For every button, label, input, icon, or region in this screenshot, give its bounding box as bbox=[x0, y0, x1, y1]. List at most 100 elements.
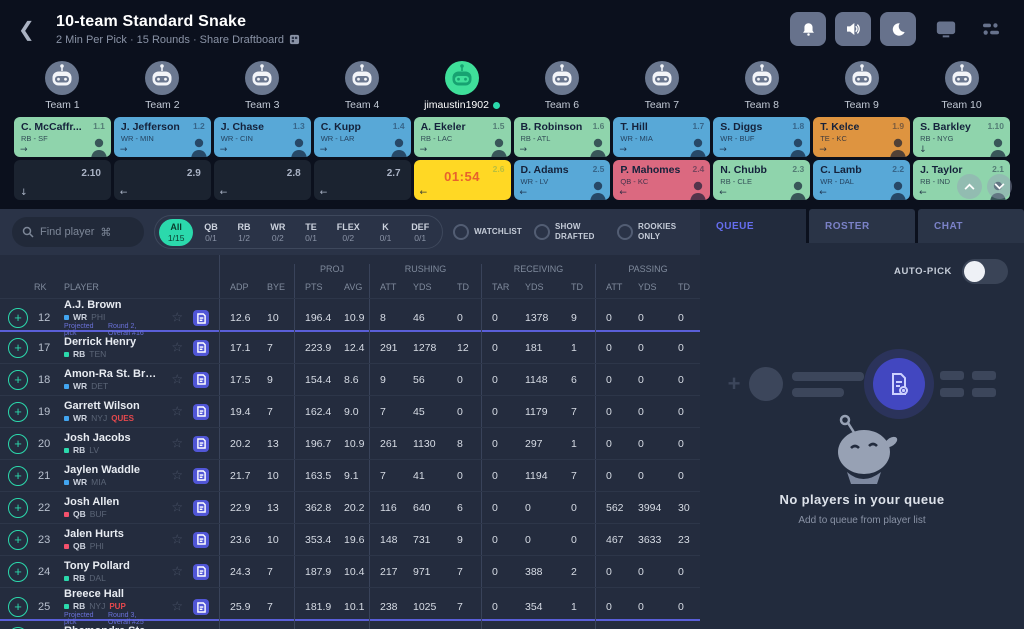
scroll-up-button[interactable] bbox=[957, 174, 982, 199]
draft-pick-card-1.5[interactable]: A. Ekeler RB - LAC 1.5 → bbox=[413, 117, 511, 157]
filter-pill-k[interactable]: K 0/1 bbox=[379, 221, 392, 243]
autopick-toggle[interactable] bbox=[962, 259, 1008, 284]
player-row-22[interactable]: +22 Josh Allen QB BUF ☆ 22.9 13 362.8 20.2 11… bbox=[0, 492, 700, 524]
draft-pick-card-1.8[interactable]: S. Diggs WR - BUF 1.8 → bbox=[713, 117, 811, 157]
player-news-icon[interactable] bbox=[193, 403, 209, 420]
team-avatar-6[interactable]: Team 6 bbox=[514, 60, 611, 111]
back-button[interactable]: ❮ bbox=[18, 17, 35, 41]
toggle-watchlist[interactable]: WATCHLIST bbox=[453, 222, 522, 242]
robot-avatar-icon bbox=[744, 61, 779, 95]
add-to-queue-button[interactable]: + bbox=[8, 497, 28, 518]
player-news-icon[interactable] bbox=[193, 339, 209, 356]
team-avatar-4[interactable]: Team 4 bbox=[314, 60, 411, 111]
add-to-queue-button[interactable]: + bbox=[8, 597, 28, 617]
watchlist-star-icon[interactable]: ☆ bbox=[171, 310, 183, 326]
watchlist-star-icon[interactable]: ☆ bbox=[171, 500, 183, 515]
share-draftboard-icon[interactable] bbox=[289, 34, 300, 45]
stat-value: 181 bbox=[525, 341, 543, 354]
add-to-queue-button[interactable]: + bbox=[8, 369, 28, 390]
team-avatar-7[interactable]: Team 7 bbox=[613, 60, 710, 111]
player-position: RB bbox=[73, 573, 86, 583]
search-placeholder: Find player bbox=[40, 226, 95, 238]
draft-pick-card-2.5[interactable]: D. Adams WR - LV 2.5 ← bbox=[513, 160, 611, 200]
tab-chat[interactable]: CHAT bbox=[918, 209, 1024, 243]
watchlist-star-icon[interactable]: ☆ bbox=[171, 372, 183, 387]
add-to-queue-button[interactable]: + bbox=[8, 433, 28, 454]
watchlist-star-icon[interactable]: ☆ bbox=[171, 468, 183, 483]
player-row-19[interactable]: +19 Garrett Wilson WR NYJ QUES ☆ 19.4 7 162… bbox=[0, 396, 700, 428]
team-avatar-10[interactable]: Team 10 bbox=[913, 60, 1010, 111]
tab-queue[interactable]: QUEUE bbox=[700, 209, 806, 243]
board-view-settings-button[interactable] bbox=[976, 14, 1006, 44]
watchlist-star-icon[interactable]: ☆ bbox=[171, 564, 183, 579]
add-to-queue-button[interactable]: + bbox=[8, 401, 28, 422]
stat-value: 17.1 bbox=[219, 332, 257, 363]
player-news-icon[interactable] bbox=[193, 531, 209, 548]
team-avatar-3[interactable]: Team 3 bbox=[214, 60, 311, 111]
draft-pick-card-1.7[interactable]: T. Hill WR - MIA 1.7 → bbox=[613, 117, 711, 157]
notifications-button[interactable] bbox=[790, 12, 826, 46]
player-news-icon[interactable] bbox=[193, 435, 209, 452]
filter-pill-def[interactable]: DEF 0/1 bbox=[411, 221, 430, 243]
search-input[interactable]: Find player ⌘ bbox=[12, 217, 144, 247]
player-news-icon[interactable] bbox=[193, 467, 209, 484]
player-news-icon[interactable] bbox=[193, 599, 209, 615]
team-avatar-9[interactable]: Team 9 bbox=[813, 60, 910, 111]
stat-value: 0 bbox=[595, 396, 628, 427]
draft-pick-card-2.3[interactable]: N. Chubb RB - CLE 2.3 ← bbox=[713, 160, 811, 200]
watchlist-star-icon[interactable]: ☆ bbox=[171, 340, 183, 355]
sound-button[interactable] bbox=[835, 12, 871, 46]
player-row-18[interactable]: +18 Amon-Ra St. Brown WR DET ☆ 17.5 9 154.4… bbox=[0, 364, 700, 396]
dark-mode-button[interactable] bbox=[880, 12, 916, 46]
player-row-25[interactable]: +25 Breece Hall RB NYJ PUP Projected pick… bbox=[0, 588, 700, 626]
watchlist-star-icon[interactable]: ☆ bbox=[171, 532, 183, 547]
toggle-show-drafted[interactable]: SHOW DRAFTED bbox=[534, 222, 605, 242]
add-to-queue-button[interactable]: + bbox=[8, 561, 28, 582]
draft-pick-card-1.1[interactable]: C. McCaffr... RB - SF 1.1 → bbox=[14, 117, 111, 157]
watchlist-star-icon[interactable]: ☆ bbox=[171, 436, 183, 451]
tv-mode-button[interactable] bbox=[931, 14, 961, 44]
tab-roster[interactable]: ROSTER bbox=[809, 209, 915, 243]
filter-pill-te[interactable]: TE 0/1 bbox=[305, 221, 317, 243]
player-news-icon[interactable] bbox=[193, 563, 209, 580]
player-row-12[interactable]: +12 A.J. Brown WR PHI Projected pick Round… bbox=[0, 299, 700, 337]
filter-pill-wr[interactable]: WR 0/2 bbox=[270, 221, 286, 243]
player-news-icon[interactable] bbox=[193, 499, 209, 516]
player-row-26[interactable]: +26Rhamondre Stevens... RB NE ☆ 26.11118… bbox=[0, 621, 700, 629]
draft-pick-card-1.4[interactable]: C. Kupp WR - LAR 1.4 → bbox=[313, 117, 411, 157]
draft-pick-card-2.4[interactable]: P. Mahomes QB - KC 2.4 ← bbox=[613, 160, 711, 200]
add-to-queue-button[interactable]: + bbox=[8, 465, 28, 486]
draft-pick-card-2.2[interactable]: C. Lamb WR - DAL 2.2 ← bbox=[813, 160, 911, 200]
watchlist-star-icon[interactable]: ☆ bbox=[171, 404, 183, 419]
add-to-queue-button[interactable]: + bbox=[8, 308, 28, 328]
draft-pick-card-1.2[interactable]: J. Jefferson WR - MIN 1.2 → bbox=[113, 117, 211, 157]
filter-pill-rb[interactable]: RB 1/2 bbox=[237, 221, 251, 243]
player-row-17[interactable]: +17 Derrick Henry RB TEN ☆ 17.1 7 223.9 12.4… bbox=[0, 332, 700, 364]
player-row-23[interactable]: +23 Jalen Hurts QB PHI ☆ 23.6 10 353.4 19.6 1… bbox=[0, 524, 700, 556]
player-news-icon[interactable] bbox=[193, 371, 209, 388]
draft-pick-card-2.1[interactable]: J. Taylor RB - IND 2.1 ← bbox=[913, 160, 1010, 200]
player-row-21[interactable]: +21 Jaylen Waddle WR MIA ☆ 21.7 10 163.5 9.1… bbox=[0, 460, 700, 492]
team-avatar-8[interactable]: Team 8 bbox=[713, 60, 810, 111]
draft-pick-card-1.9[interactable]: T. Kelce TE - KC 1.9 → bbox=[813, 117, 911, 157]
player-row-24[interactable]: +24 Tony Pollard RB DAL ☆ 24.3 7 187.9 10.4 2… bbox=[0, 556, 700, 588]
player-rank: 18 bbox=[38, 373, 51, 386]
watchlist-star-icon[interactable]: ☆ bbox=[171, 599, 183, 615]
filter-pill-qb[interactable]: QB 0/1 bbox=[204, 221, 218, 243]
stat-value: 0 bbox=[525, 533, 531, 546]
team-avatar-5[interactable]: jimaustin1902 bbox=[414, 60, 511, 111]
scroll-down-button[interactable] bbox=[987, 174, 1012, 199]
add-to-queue-button[interactable]: + bbox=[8, 529, 28, 550]
team-avatar-2[interactable]: Team 2 bbox=[114, 60, 211, 111]
toggle-rookies-only[interactable]: ROOKIES ONLY bbox=[617, 222, 688, 242]
pick-number: 2.5 bbox=[592, 164, 605, 174]
add-to-queue-button[interactable]: + bbox=[8, 337, 28, 358]
filter-pill-all[interactable]: All 1/15 bbox=[158, 218, 194, 246]
draft-pick-card-1.3[interactable]: J. Chase WR - CIN 1.3 → bbox=[213, 117, 311, 157]
team-avatar-1[interactable]: Team 1 bbox=[14, 60, 111, 111]
player-row-20[interactable]: +20 Josh Jacobs RB LV ☆ 20.2 13 196.7 10.9 26… bbox=[0, 428, 700, 460]
filter-pill-flex[interactable]: FLEX 0/2 bbox=[336, 221, 360, 243]
draft-pick-card-1.10[interactable]: S. Barkley RB - NYG 1.10 ↓ bbox=[913, 117, 1010, 157]
player-news-icon[interactable] bbox=[193, 310, 209, 326]
draft-pick-card-1.6[interactable]: B. Robinson RB - ATL 1.6 → bbox=[513, 117, 611, 157]
